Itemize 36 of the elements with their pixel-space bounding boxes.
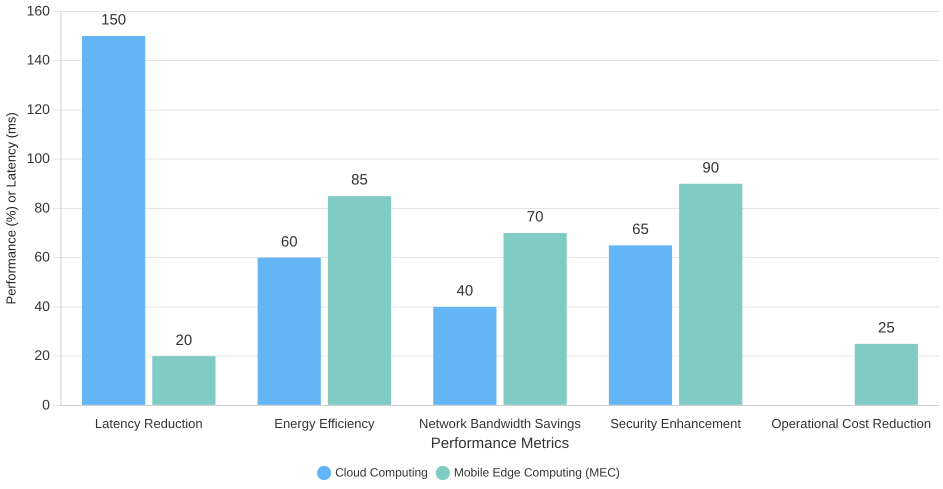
data-label: 85 bbox=[351, 172, 368, 189]
data-label: 150 bbox=[101, 12, 126, 29]
y-tick-label: 60 bbox=[34, 248, 50, 265]
x-tick-label: Network Bandwidth Savings bbox=[419, 416, 582, 431]
y-tick-label: 80 bbox=[34, 199, 50, 216]
bar bbox=[82, 36, 146, 405]
y-tick-label: 100 bbox=[26, 150, 50, 166]
bar bbox=[503, 233, 567, 405]
y-tick-label: 120 bbox=[26, 100, 50, 117]
x-axis-title: Performance Metrics bbox=[430, 435, 570, 452]
bar bbox=[152, 356, 216, 405]
y-tick-label: 40 bbox=[34, 298, 50, 314]
y-tick-label: 0 bbox=[42, 396, 50, 412]
legend-label: Mobile Edge Computing (MEC) bbox=[454, 465, 620, 480]
data-label: 20 bbox=[176, 332, 192, 349]
x-tick-label: Latency Reduction bbox=[94, 416, 203, 431]
x-tick-label: Security Enhancement bbox=[610, 416, 742, 431]
data-label: 70 bbox=[526, 208, 544, 226]
bar bbox=[328, 196, 392, 405]
y-tick-label: 160 bbox=[26, 2, 50, 18]
bar bbox=[608, 245, 672, 405]
bar bbox=[854, 344, 918, 405]
data-label: 65 bbox=[632, 220, 649, 238]
bar bbox=[258, 258, 321, 405]
data-label: 25 bbox=[878, 319, 895, 336]
x-tick-label: Energy Efficiency bbox=[274, 416, 375, 431]
data-label: 90 bbox=[702, 159, 720, 176]
bar bbox=[433, 306, 496, 405]
data-label: 40 bbox=[456, 282, 474, 300]
y-tick-label: 20 bbox=[34, 347, 50, 364]
x-tick-label: Operational Cost Reduction bbox=[771, 416, 932, 431]
data-label: 60 bbox=[280, 233, 298, 250]
y-tick-label: 140 bbox=[26, 52, 50, 68]
legend-label: Cloud Computing bbox=[335, 465, 428, 480]
bar bbox=[679, 184, 742, 405]
y-axis-title: Performance (%) or Latency (ms) bbox=[3, 112, 18, 304]
